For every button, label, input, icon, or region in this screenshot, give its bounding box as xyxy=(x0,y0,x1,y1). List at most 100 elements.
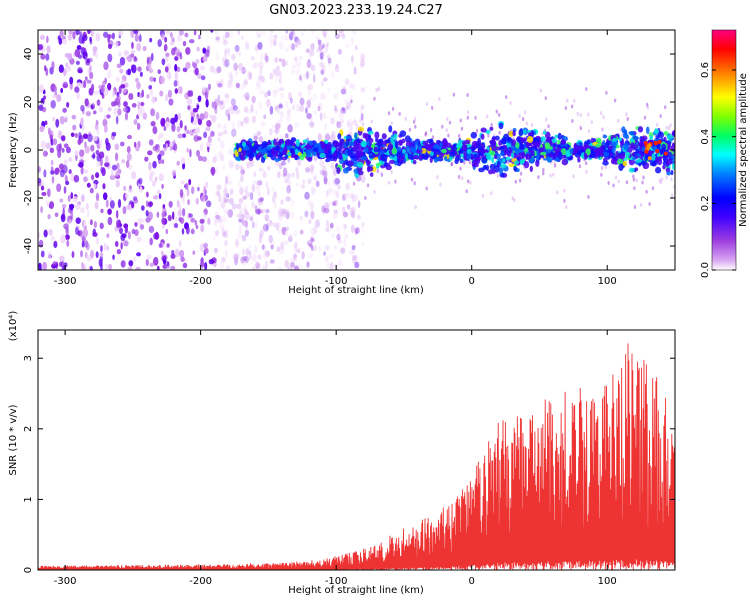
spectrogram-noise-point xyxy=(321,206,325,215)
spectrogram-noise-point xyxy=(252,63,257,69)
spectrogram-noise-point xyxy=(334,104,337,111)
spectrogram-noise-point xyxy=(360,87,366,93)
spectrogram-signal-point xyxy=(616,158,624,165)
spectrogram-side-point xyxy=(602,115,605,120)
spectrogram-noise-point xyxy=(124,192,129,199)
spectrogram-side-point xyxy=(373,189,376,194)
spectrogram-noise-point xyxy=(158,132,164,139)
spectrogram-noise-point xyxy=(352,243,357,249)
spectrogram-noise-point xyxy=(274,73,279,82)
spectrogram-noise-point xyxy=(350,83,356,90)
spectrogram-noise-point xyxy=(224,49,227,57)
spectrogram-noise-point xyxy=(248,73,252,80)
spectrogram-noise-point xyxy=(244,41,250,50)
spectrogram-noise-point xyxy=(107,216,113,226)
spectrogram-noise-point xyxy=(350,224,355,233)
spectrogram-noise-point xyxy=(68,219,72,225)
spectrogram-noise-point xyxy=(274,123,281,130)
spectrogram-noise-point xyxy=(347,128,352,136)
spectrogram-noise-point xyxy=(344,78,350,86)
spectrogram-signal-point xyxy=(630,142,635,149)
spectrogram-noise-point xyxy=(359,107,364,115)
spectrogram-noise-point xyxy=(170,117,176,125)
spectrogram-noise-point xyxy=(196,149,201,157)
spectrogram-noise-point xyxy=(224,229,229,239)
spectrogram-noise-point xyxy=(225,109,230,117)
spectrogram-noise-point xyxy=(68,203,75,210)
spectrogram-noise-point xyxy=(67,195,71,202)
spectrogram-noise-point xyxy=(50,166,54,173)
spectrogram-noise-point xyxy=(52,116,55,122)
spectrogram-noise-point xyxy=(55,118,60,128)
spectrogram-noise-point xyxy=(287,107,292,116)
spectrogram-side-point xyxy=(457,133,461,138)
spectrogram-noise-point xyxy=(100,84,105,90)
spectrogram-side-point xyxy=(373,96,376,101)
spectrogram-noise-point xyxy=(112,254,115,260)
spectrogram-signal-point xyxy=(637,126,644,133)
spectrogram-noise-point xyxy=(301,31,304,37)
spectrogram-side-point xyxy=(441,124,444,129)
spectrogram-noise-point xyxy=(131,103,137,108)
spectrogram-noise-point xyxy=(305,107,308,114)
spectrogram-noise-point xyxy=(306,99,311,109)
spectrogram-noise-point xyxy=(327,179,331,187)
spectrogram-signal-point xyxy=(368,137,374,143)
spectrogram-side-point xyxy=(398,111,401,116)
spectrogram-signal-point xyxy=(381,133,387,140)
spectrogram-noise-point xyxy=(59,115,65,125)
spectrogram-signal-point xyxy=(273,138,277,146)
spectrogram-noise-point xyxy=(210,30,214,33)
spectrogram-noise-point xyxy=(174,88,178,94)
spectrogram-noise-point xyxy=(115,115,119,125)
spectrogram-signal-point xyxy=(500,163,507,169)
spectrogram-signal-point xyxy=(470,131,477,139)
spectrogram-noise-point xyxy=(295,166,299,173)
spectrogram-signal-point xyxy=(548,136,554,145)
spectrogram-noise-point xyxy=(150,108,156,117)
spectrogram-noise-point xyxy=(69,76,74,85)
spectrogram-noise-point xyxy=(264,55,269,63)
spectrogram-signal-point xyxy=(274,157,280,163)
spectrogram-side-point xyxy=(408,127,412,132)
spectrogram-side-point xyxy=(605,90,608,95)
spectrogram-signal-point xyxy=(362,132,368,139)
spectrogram-side-point xyxy=(572,174,575,179)
spectrogram-side-point xyxy=(645,102,649,107)
spectrogram-noise-point xyxy=(95,33,101,42)
spectrogram-noise-point xyxy=(185,226,190,235)
spectrogram-signal-point xyxy=(671,162,675,171)
spectrogram-noise-point xyxy=(85,202,89,210)
spectrogram-noise-point xyxy=(174,64,178,72)
spectrogram-noise-point xyxy=(124,225,129,234)
spectrogram-noise-point xyxy=(90,174,95,181)
spectrogram-noise-point xyxy=(264,214,269,222)
spectrogram-noise-point xyxy=(137,107,143,117)
spectrogram-noise-point xyxy=(72,30,76,40)
spectrogram-noise-point xyxy=(130,53,135,58)
spectrogram-noise-point xyxy=(203,212,207,222)
spectrogram-noise-point xyxy=(255,181,261,190)
spectrogram-noise-point xyxy=(256,80,259,89)
colorbar-tick-label: 0.6 xyxy=(700,62,711,78)
spectrogram-noise-point xyxy=(144,156,149,162)
spectrogram-noise-point xyxy=(332,167,337,177)
spectrogram-noise-point xyxy=(177,112,181,121)
spectrogram-noise-point xyxy=(47,188,51,198)
spectrogram-signal-point xyxy=(551,138,558,143)
spectrogram-noise-point xyxy=(167,89,173,98)
spectrogram-noise-point xyxy=(87,30,91,35)
spectrogram-noise-point xyxy=(90,30,94,37)
spectrogram-noise-point xyxy=(178,216,182,222)
spectrogram-noise-point xyxy=(170,265,176,270)
spectrogram-noise-point xyxy=(157,69,162,75)
spectrogram-signal-point xyxy=(458,139,463,147)
spectrogram-noise-point xyxy=(100,245,103,253)
spectrogram-noise-point xyxy=(63,223,69,230)
spectrogram-noise-point xyxy=(242,81,247,89)
spectrogram-signal-point xyxy=(360,155,368,161)
spectrogram-noise-point xyxy=(282,240,289,246)
